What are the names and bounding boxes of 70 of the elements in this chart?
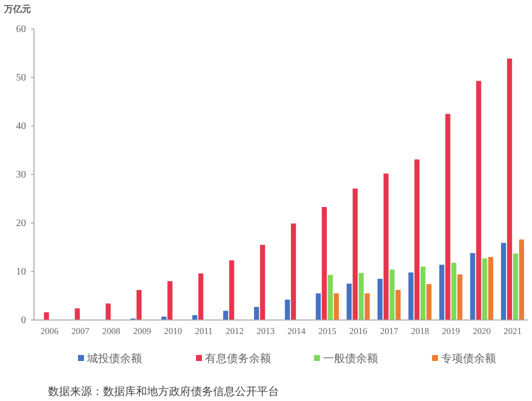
bar (346, 284, 352, 320)
bar (334, 293, 339, 320)
x-tick-label: 2006 (40, 326, 59, 336)
bar (284, 300, 290, 320)
bar (74, 308, 80, 320)
bar (488, 256, 494, 320)
bar (44, 312, 49, 320)
bar (414, 159, 420, 320)
y-axis-title: 万亿元 (3, 4, 31, 14)
bar (482, 258, 488, 320)
bar (501, 242, 506, 320)
bar (316, 293, 321, 320)
bar (260, 244, 266, 320)
y-tick-label: 20 (16, 218, 26, 229)
bar (378, 278, 383, 320)
bar (445, 114, 450, 320)
x-tick-label: 2016 (349, 326, 368, 336)
bar (136, 290, 142, 320)
bar (476, 80, 482, 320)
x-tick-label: 2019 (442, 326, 460, 336)
bar (328, 274, 333, 320)
bar (364, 293, 370, 320)
bar (451, 262, 456, 320)
bar (470, 253, 476, 320)
bar (457, 274, 462, 320)
bar (254, 306, 260, 320)
bar (426, 284, 432, 320)
legend-label: 专项债余额 (441, 352, 496, 365)
y-tick-label: 40 (16, 121, 26, 132)
bar (290, 223, 296, 320)
bar (106, 304, 111, 320)
source-note: 数据来源：数据库和地方政府债务信息公开平台 (48, 385, 279, 398)
bar (322, 206, 327, 320)
bar (396, 290, 401, 320)
x-tick-label: 2017 (380, 326, 399, 336)
x-tick-label: 2018 (410, 326, 430, 336)
x-tick-label: 2020 (472, 326, 492, 336)
bar (358, 272, 364, 320)
x-tick-label: 2015 (318, 326, 337, 336)
legend-label: 有息债务余额 (205, 352, 271, 365)
x-tick-label: 2010 (164, 326, 182, 336)
y-tick-label: 50 (16, 72, 26, 84)
bar (439, 264, 444, 320)
bar (408, 272, 414, 320)
y-tick-label: 60 (16, 24, 26, 35)
x-tick-label: 2012 (226, 326, 244, 336)
bar (384, 174, 389, 320)
x-tick-label: 2009 (133, 326, 152, 336)
bar (167, 281, 172, 320)
y-tick-label: 30 (16, 170, 26, 180)
legend-label: 城投债余额 (86, 352, 142, 365)
y-tick-label: 0 (21, 315, 26, 326)
bar (513, 254, 518, 320)
bar (352, 188, 358, 320)
x-tick-label: 2021 (504, 326, 522, 336)
x-tick-label: 2011 (194, 326, 213, 336)
bar (519, 239, 524, 320)
bar (507, 58, 512, 320)
bar (223, 310, 228, 320)
x-tick-label: 2013 (256, 326, 276, 336)
y-tick-label: 10 (16, 266, 26, 278)
x-tick-label: 2014 (287, 326, 306, 336)
bar (198, 273, 204, 320)
legend-label: 一般债余额 (323, 352, 378, 365)
bar (390, 270, 395, 320)
bar (229, 260, 234, 320)
bar (192, 315, 198, 320)
bar (420, 266, 426, 320)
x-tick-label: 2008 (102, 326, 121, 336)
x-tick-label: 2007 (71, 326, 90, 336)
